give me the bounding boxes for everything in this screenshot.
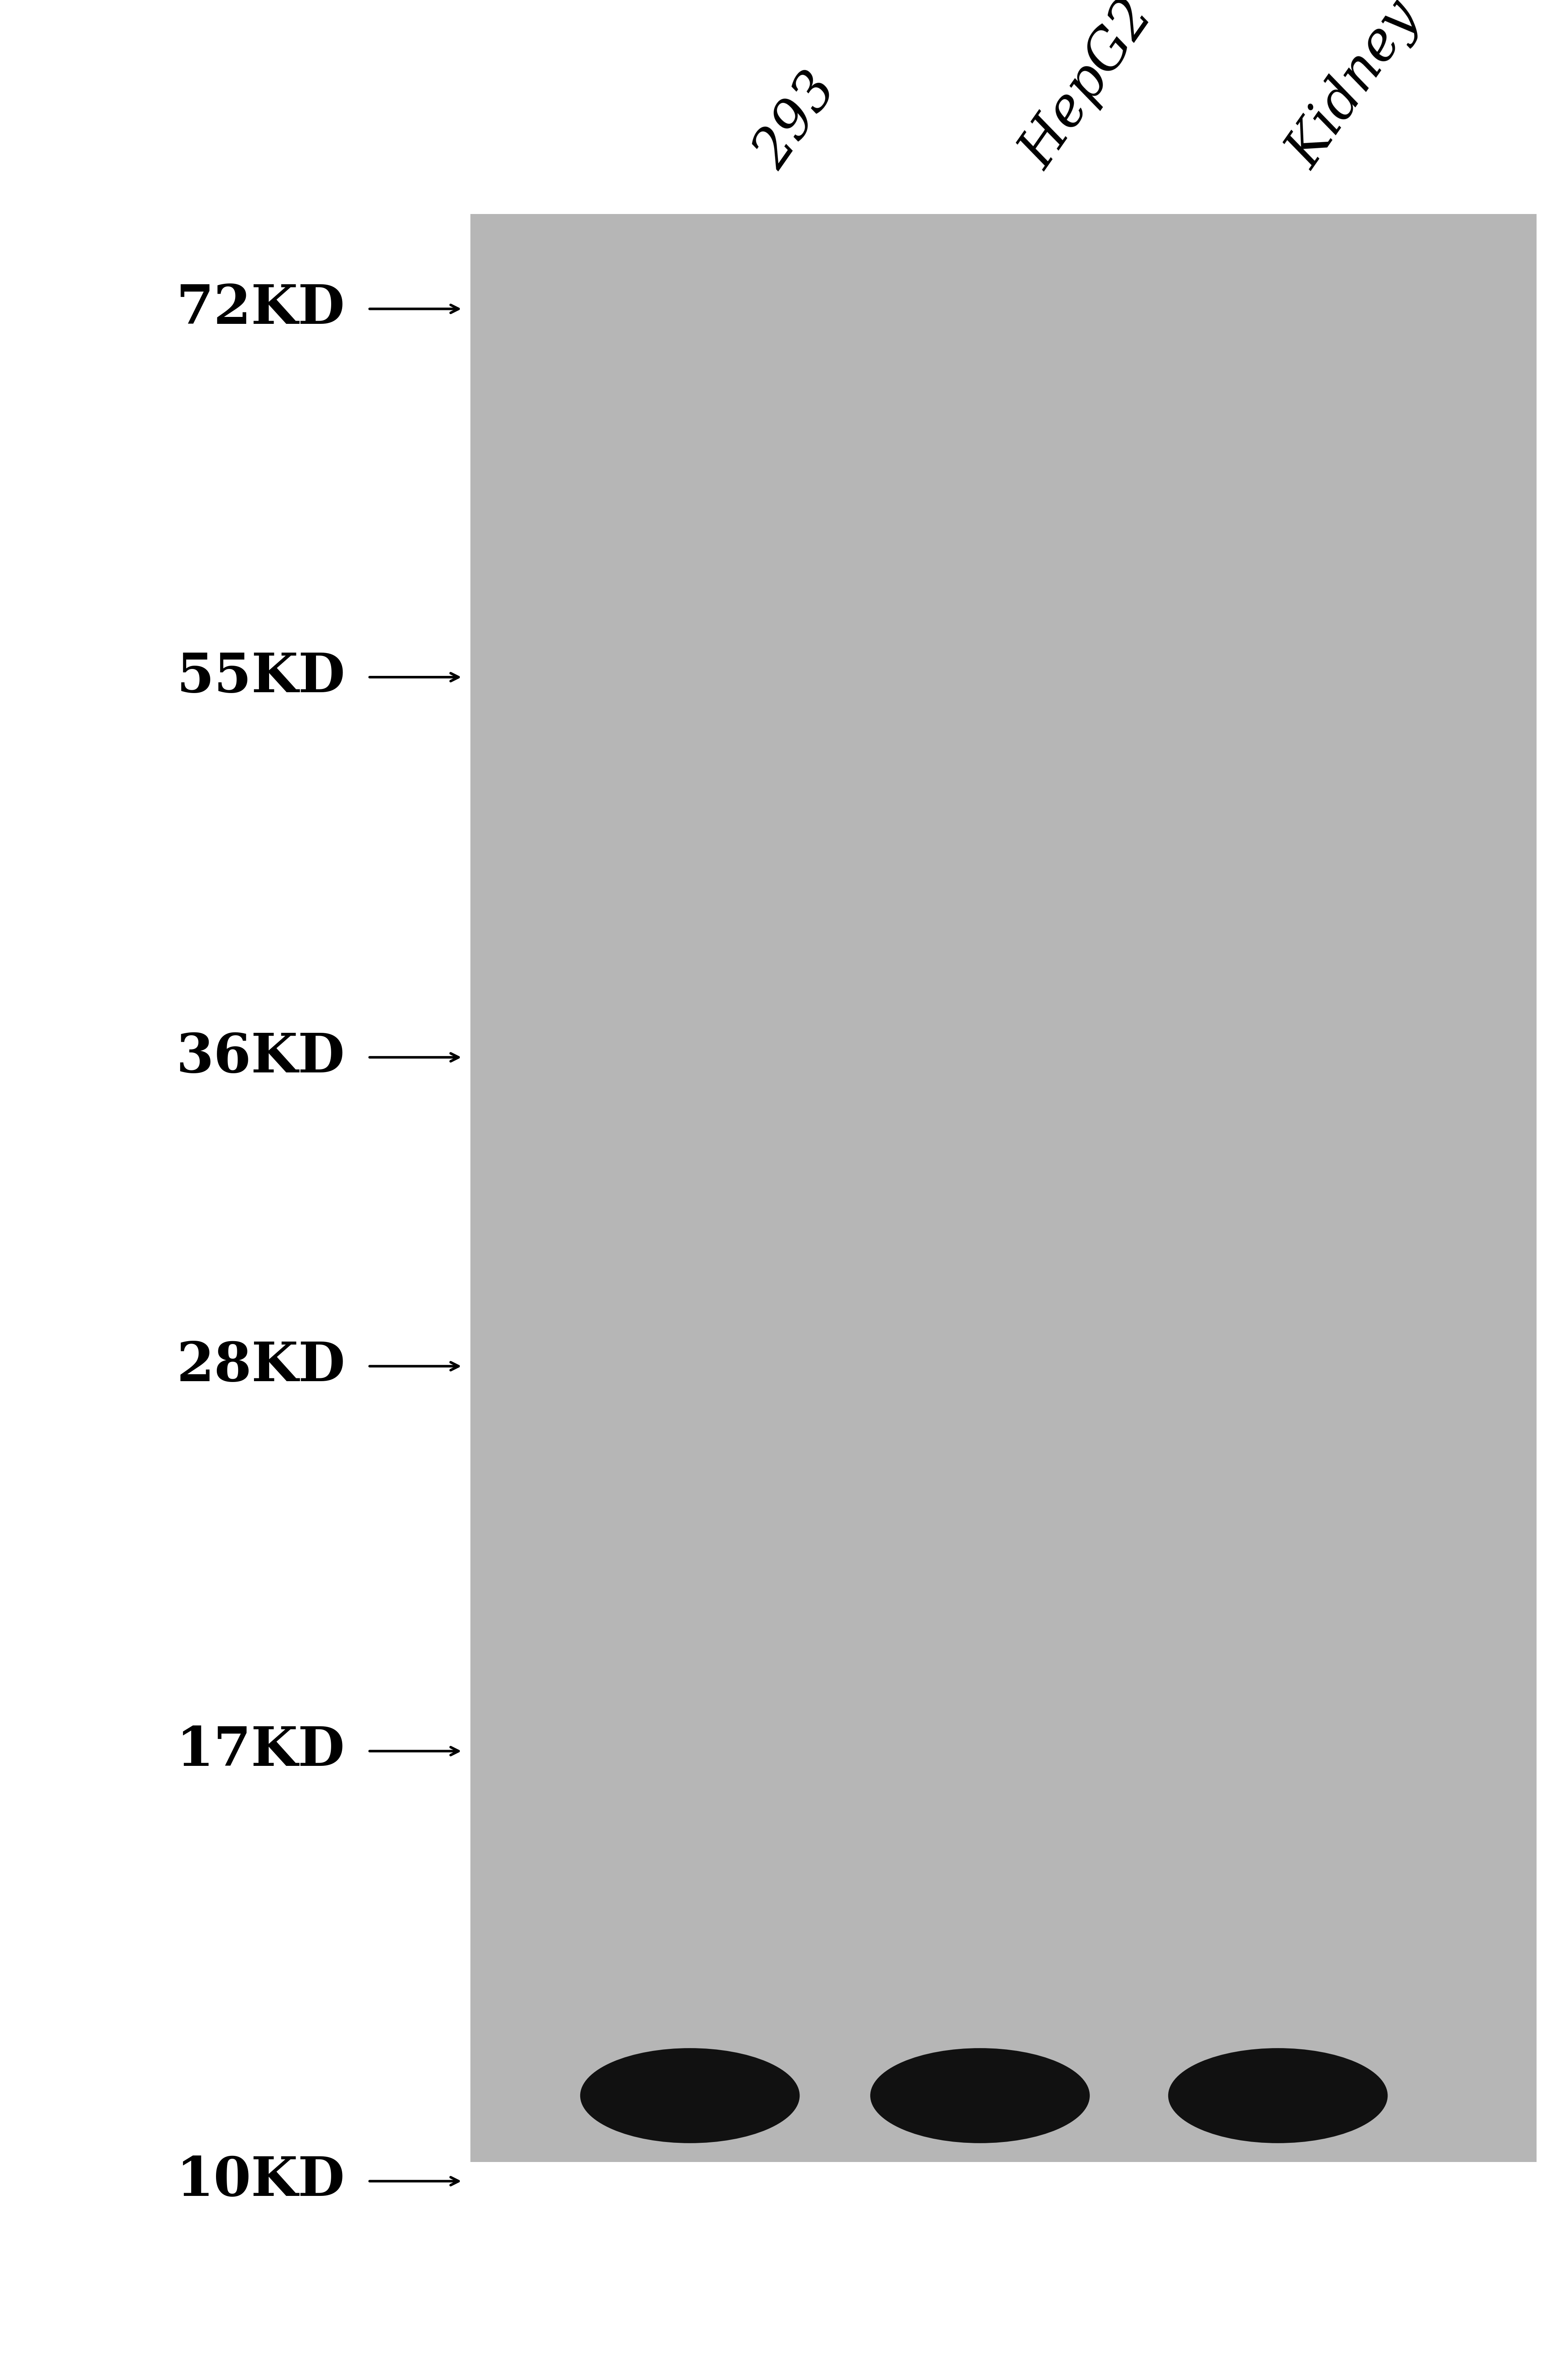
Bar (470, 214, 1537, 2162)
Text: 36KD: 36KD (176, 1031, 345, 1083)
Text: Kidney: Kidney (1278, 0, 1430, 178)
Text: 28KD: 28KD (176, 1340, 345, 1392)
Text: 293: 293 (745, 64, 847, 178)
Ellipse shape (870, 2048, 1090, 2143)
Text: 72KD: 72KD (176, 283, 345, 335)
Ellipse shape (1168, 2048, 1388, 2143)
Ellipse shape (580, 2048, 800, 2143)
Text: 55KD: 55KD (176, 651, 345, 703)
Text: HepG2: HepG2 (1011, 0, 1163, 178)
Text: 10KD: 10KD (176, 2155, 345, 2207)
Text: 17KD: 17KD (176, 1725, 345, 1777)
